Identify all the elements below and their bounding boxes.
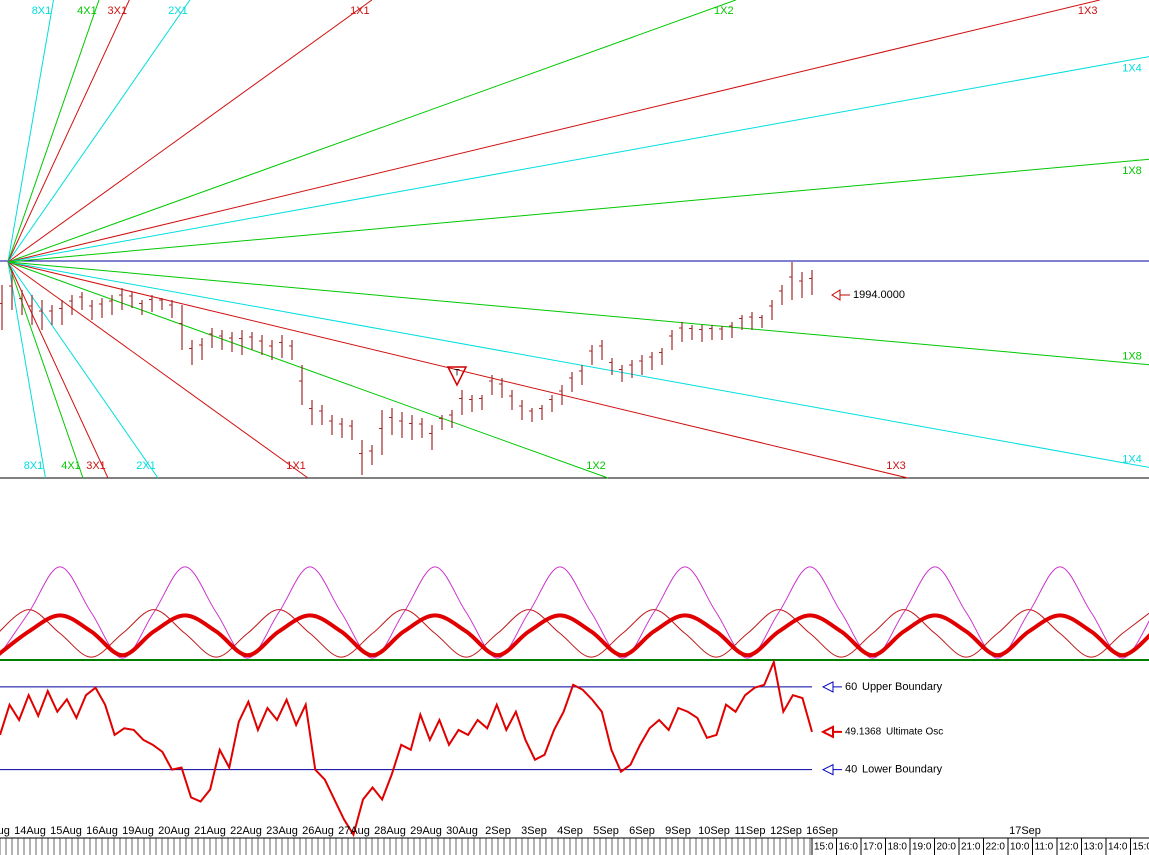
fan-label: 3X1 — [86, 460, 106, 472]
date-label: 29Aug — [410, 825, 442, 837]
date-label: 28Aug — [374, 825, 406, 837]
fan-line — [7, 261, 109, 479]
boundary-arrow — [821, 681, 842, 693]
date-label: 19Aug — [122, 825, 154, 837]
boundary-value: 40 — [845, 764, 857, 776]
fan-line — [7, 261, 46, 479]
cycle-line — [0, 613, 1149, 658]
date-label: 9Sep — [665, 825, 691, 837]
boundary-arrow — [821, 763, 842, 776]
hour-label: 22:0 — [986, 842, 1006, 853]
osc-value: 49.1368 — [845, 726, 882, 737]
hour-label: 17:0 — [863, 842, 883, 853]
boundary-label: Lower Boundary — [862, 764, 943, 776]
hour-label: 14:0 — [1108, 842, 1128, 853]
date-label: 5Sep — [593, 825, 619, 837]
date-label: 2Sep — [485, 825, 511, 837]
date-label: 27Aug — [338, 825, 370, 837]
fan-line — [7, 0, 191, 263]
cycle-line — [0, 566, 1149, 659]
fan-label: 1X4 — [1122, 63, 1142, 75]
date-label: 10Sep — [698, 825, 730, 837]
hour-label: 13:0 — [1084, 842, 1104, 853]
fan-label: 1X8 — [1122, 351, 1142, 363]
date-label: 13Aug — [0, 825, 10, 837]
date-label: 16Aug — [86, 825, 118, 837]
date-label: 17Sep — [1009, 825, 1041, 837]
fan-line — [7, 56, 1149, 263]
fan-line — [7, 261, 84, 479]
fan-line — [7, 0, 130, 263]
date-label: 3Sep — [521, 825, 547, 837]
boundary-value: 60 — [845, 681, 857, 693]
fan-label: 2X1 — [168, 5, 188, 17]
hour-label: 18:0 — [888, 842, 908, 853]
fan-label: 2X1 — [136, 460, 156, 472]
fan-label: 1X3 — [886, 460, 906, 472]
hour-label: 16:0 — [839, 842, 859, 853]
date-label: 11Sep — [735, 825, 766, 837]
date-label: 20Aug — [158, 825, 190, 837]
date-label: 12Sep — [770, 825, 802, 837]
cycle-panel — [0, 566, 1149, 659]
hour-label: 15:0 — [814, 842, 834, 853]
time-axis: 13Aug 14Aug 15Aug 16Aug 19Aug 20Aug 21Aug 22Aug… — [0, 825, 1149, 855]
fan-label: 1X3 — [1078, 5, 1098, 17]
marker-triangle — [446, 366, 468, 387]
fan-line — [7, 261, 159, 479]
fan-line — [7, 261, 1149, 366]
osc-arrow — [820, 725, 842, 739]
fan-label: 4X1 — [61, 460, 81, 472]
oscillator-line — [0, 658, 813, 838]
fan-line — [7, 158, 1149, 263]
fan-line — [7, 0, 100, 263]
fan-label: 3X1 — [108, 5, 128, 17]
hour-label: 10:0 — [1010, 842, 1030, 853]
fan-label: 1X2 — [586, 460, 606, 472]
fan-line — [7, 261, 309, 479]
date-label: 21Aug — [194, 825, 226, 837]
fan-line — [7, 0, 373, 263]
hour-label: 20:0 — [937, 842, 957, 853]
cycle-line — [0, 609, 1149, 658]
price-label: 1994.0000 — [853, 289, 905, 301]
date-label: 4Sep — [557, 825, 583, 837]
hour-label: 21:0 — [961, 842, 981, 853]
marker-label: T — [454, 367, 460, 377]
fan-label: 1X2 — [714, 5, 734, 17]
fan-line — [7, 261, 1149, 468]
date-label: 26Aug — [302, 825, 334, 837]
date-label: 14Aug — [14, 825, 46, 837]
fan-label: 1X4 — [1122, 453, 1142, 465]
price-arrow — [831, 289, 850, 301]
fan-label: 1X8 — [1122, 165, 1142, 177]
fan-line — [7, 0, 736, 263]
boundary-label: Upper Boundary — [862, 681, 943, 693]
fan-label: 1X1 — [286, 460, 306, 472]
hour-label: 19:0 — [912, 842, 932, 853]
date-label: 15Aug — [50, 825, 82, 837]
fan-label: 8X1 — [24, 460, 44, 472]
osc-name: Ultimate Osc — [886, 726, 943, 737]
date-label: 6Sep — [629, 825, 655, 837]
date-label: 30Aug — [446, 825, 478, 837]
hour-label: 11:0 — [1035, 842, 1054, 853]
date-label: 23Aug — [266, 825, 298, 837]
gann-fan: 8X1 8X1 4X1 4X1 3X1 3X1 2X1 2X1 1X1 1X1 1X2 1X2 1X3 1… — [7, 0, 1149, 479]
date-label: 22Aug — [230, 825, 262, 837]
date-label: 16Sep — [806, 825, 838, 837]
fan-label: 1X1 — [350, 5, 370, 17]
fan-line — [7, 0, 1100, 263]
oscillator-panel: 60 Upper Boundary 40 Lower Boundary 49.1368 U… — [0, 658, 943, 838]
fan-label: 8X1 — [32, 5, 52, 17]
fan-line — [7, 261, 909, 479]
fan-label: 4X1 — [77, 5, 97, 17]
fan-line — [7, 261, 609, 479]
fan-line — [7, 0, 54, 263]
price-panel: 1994.0000 T — [0, 262, 905, 475]
hour-label: 15:0 — [1133, 842, 1149, 853]
hour-label: 12:0 — [1059, 842, 1079, 853]
